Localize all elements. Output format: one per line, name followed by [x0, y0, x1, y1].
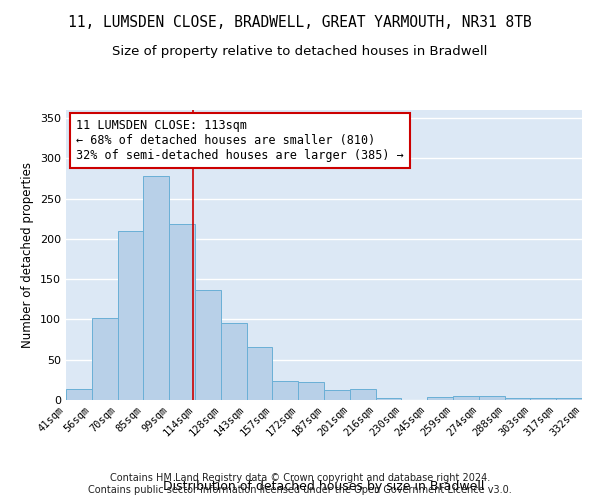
- Bar: [505, 398, 530, 400]
- Bar: [324, 390, 350, 400]
- Text: Size of property relative to detached houses in Bradwell: Size of property relative to detached ho…: [112, 45, 488, 58]
- Bar: [169, 224, 195, 400]
- Bar: [556, 398, 582, 400]
- X-axis label: Distribution of detached houses by size in Bradwell: Distribution of detached houses by size …: [163, 480, 485, 493]
- Bar: [118, 231, 143, 400]
- Bar: [479, 396, 505, 400]
- Bar: [92, 318, 118, 400]
- Bar: [143, 176, 169, 400]
- Text: Contains HM Land Registry data © Crown copyright and database right 2024.
Contai: Contains HM Land Registry data © Crown c…: [88, 474, 512, 495]
- Bar: [272, 380, 298, 400]
- Bar: [247, 347, 272, 400]
- Text: 11 LUMSDEN CLOSE: 113sqm
← 68% of detached houses are smaller (810)
32% of semi-: 11 LUMSDEN CLOSE: 113sqm ← 68% of detach…: [76, 118, 404, 162]
- Bar: [376, 398, 401, 400]
- Bar: [66, 388, 92, 400]
- Bar: [195, 290, 221, 400]
- Bar: [427, 397, 453, 400]
- Y-axis label: Number of detached properties: Number of detached properties: [22, 162, 34, 348]
- Bar: [298, 382, 324, 400]
- Bar: [530, 398, 556, 400]
- Bar: [221, 322, 247, 400]
- Bar: [350, 388, 376, 400]
- Text: 11, LUMSDEN CLOSE, BRADWELL, GREAT YARMOUTH, NR31 8TB: 11, LUMSDEN CLOSE, BRADWELL, GREAT YARMO…: [68, 15, 532, 30]
- Bar: [453, 396, 479, 400]
